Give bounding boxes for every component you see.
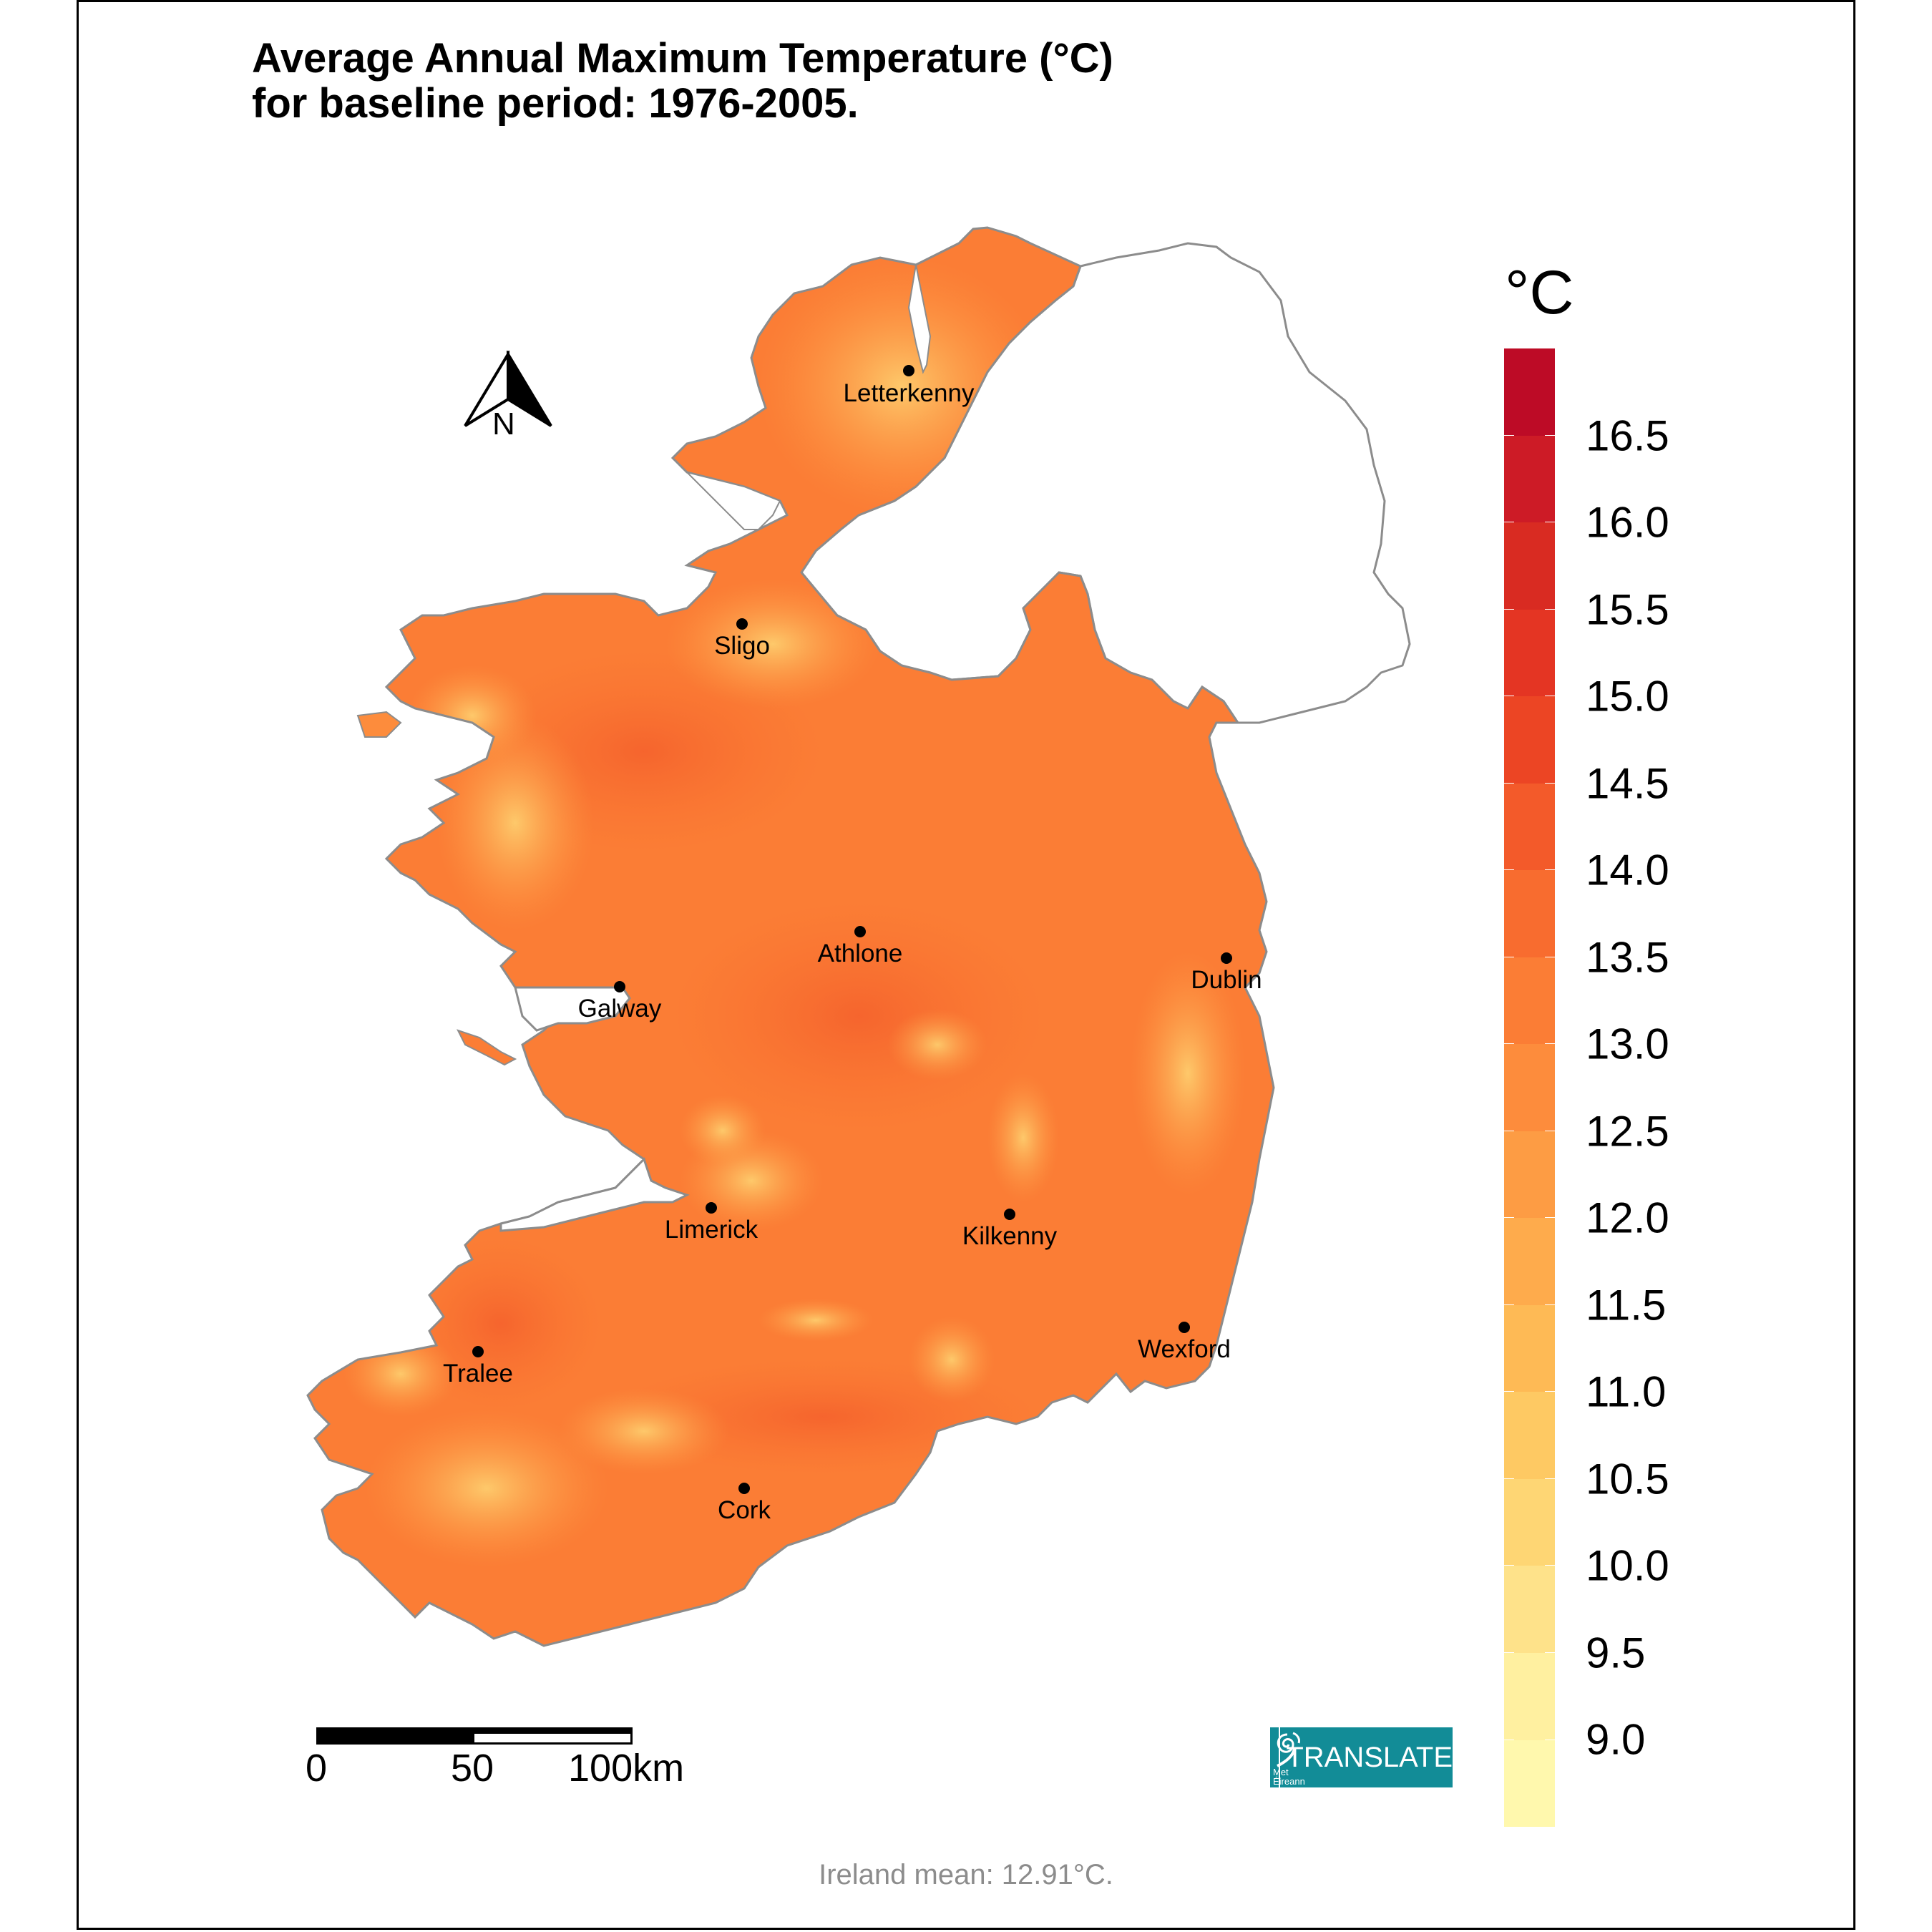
frame-top-border [77, 0, 1855, 2]
legend-bin [1504, 1566, 1555, 1654]
scale-label-100km: 100km [568, 1747, 685, 1790]
scale-bar [316, 1727, 633, 1745]
legend-bin [1504, 348, 1555, 436]
achill-island [356, 711, 402, 738]
logo-text: TRANSLATE [1286, 1741, 1453, 1773]
legend-title: °C [1505, 258, 1574, 327]
legend-label: 12.5 [1586, 1107, 1669, 1156]
north-arrow-icon [464, 348, 552, 427]
ireland-mean-caption: Ireland mean: 12.91°C. [819, 1859, 1113, 1890]
scale-bar-segment-2 [474, 1729, 630, 1735]
color-legend-bar [1504, 348, 1555, 1828]
met-eireann-mark: Met Éireann [1270, 1727, 1305, 1787]
legend-label: 16.0 [1586, 498, 1669, 547]
legend-label: 12.0 [1586, 1194, 1669, 1242]
legend-bin [1504, 1218, 1555, 1306]
scale-bar-segment-1 [318, 1729, 474, 1742]
legend-label: 11.0 [1586, 1367, 1667, 1416]
city-dot-wexford [1179, 1322, 1190, 1333]
legend-bin [1504, 696, 1555, 784]
legend-label: 14.5 [1586, 759, 1669, 808]
legend-bin [1504, 1652, 1555, 1741]
legend-bin [1504, 1044, 1555, 1132]
legend-label: 10.0 [1586, 1541, 1669, 1590]
city-label-dublin: Dublin [1191, 966, 1262, 994]
legend-label: 11.5 [1586, 1281, 1667, 1330]
scale-label-0: 0 [306, 1747, 328, 1790]
legend-label: 13.0 [1586, 1020, 1669, 1068]
shannon-estuary [499, 1157, 690, 1232]
legend-label: 10.5 [1586, 1455, 1669, 1503]
city-dot-galway [614, 981, 625, 992]
legend-bin [1504, 1478, 1555, 1567]
city-label-galway: Galway [577, 995, 662, 1023]
legend-label: 13.5 [1586, 933, 1669, 982]
city-label-tralee: Tralee [443, 1360, 513, 1387]
legend-bin [1504, 1304, 1555, 1393]
donegal-bay [684, 471, 781, 530]
city-label-kilkenny: Kilkenny [962, 1222, 1058, 1250]
translate-logo: Met Éireann TRANSLATE [1270, 1727, 1453, 1787]
city-dot-limerick [706, 1202, 717, 1214]
city-label-limerick: Limerick [664, 1216, 758, 1244]
city-dot-athlone [854, 926, 866, 937]
legend-bin [1504, 783, 1555, 872]
city-dot-letterkenny [903, 365, 914, 376]
legend-bin [1504, 1392, 1555, 1480]
city-dot-cork [738, 1483, 750, 1494]
legend-bin [1504, 1131, 1555, 1219]
city-dot-sligo [736, 618, 748, 630]
city-label-letterkenny: Letterkenny [843, 379, 975, 407]
galway-bay [514, 986, 631, 1032]
city-dot-dublin [1221, 952, 1232, 964]
city-dot-kilkenny [1004, 1209, 1015, 1220]
legend-label: 9.5 [1586, 1629, 1646, 1677]
aran-islands [457, 1029, 517, 1066]
legend-label: 14.0 [1586, 846, 1669, 894]
city-label-sligo: Sligo [714, 632, 770, 660]
city-dot-tralee [472, 1346, 484, 1357]
legend-label: 16.5 [1586, 411, 1669, 460]
north-arrow: N [462, 348, 555, 447]
city-label-cork: Cork [718, 1496, 771, 1524]
lough-swilly [907, 264, 932, 374]
title-line-2: for baseline period: 1976-2005. [252, 80, 859, 127]
title-line-1: Average Annual Maximum Temperature (°C) [252, 35, 1113, 82]
legend-label: 15.0 [1586, 672, 1669, 721]
legend-bin [1504, 957, 1555, 1045]
legend-label: 9.0 [1586, 1715, 1646, 1764]
city-label-athlone: Athlone [817, 940, 903, 967]
legend-bin [1504, 870, 1555, 958]
scale-label-50: 50 [451, 1747, 494, 1790]
chart-title: Average Annual Maximum Temperature (°C) … [252, 36, 1113, 126]
logo-org-text: Met Éireann [1273, 1767, 1305, 1787]
legend-label: 15.5 [1586, 585, 1669, 634]
north-label: N [492, 406, 515, 441]
legend-bin [1504, 1740, 1555, 1828]
city-label-wexford: Wexford [1138, 1335, 1231, 1363]
legend-bin [1504, 435, 1555, 524]
met-eireann-swirl-icon [1277, 1732, 1300, 1767]
legend-bin [1504, 522, 1555, 610]
legend-bin [1504, 609, 1555, 698]
